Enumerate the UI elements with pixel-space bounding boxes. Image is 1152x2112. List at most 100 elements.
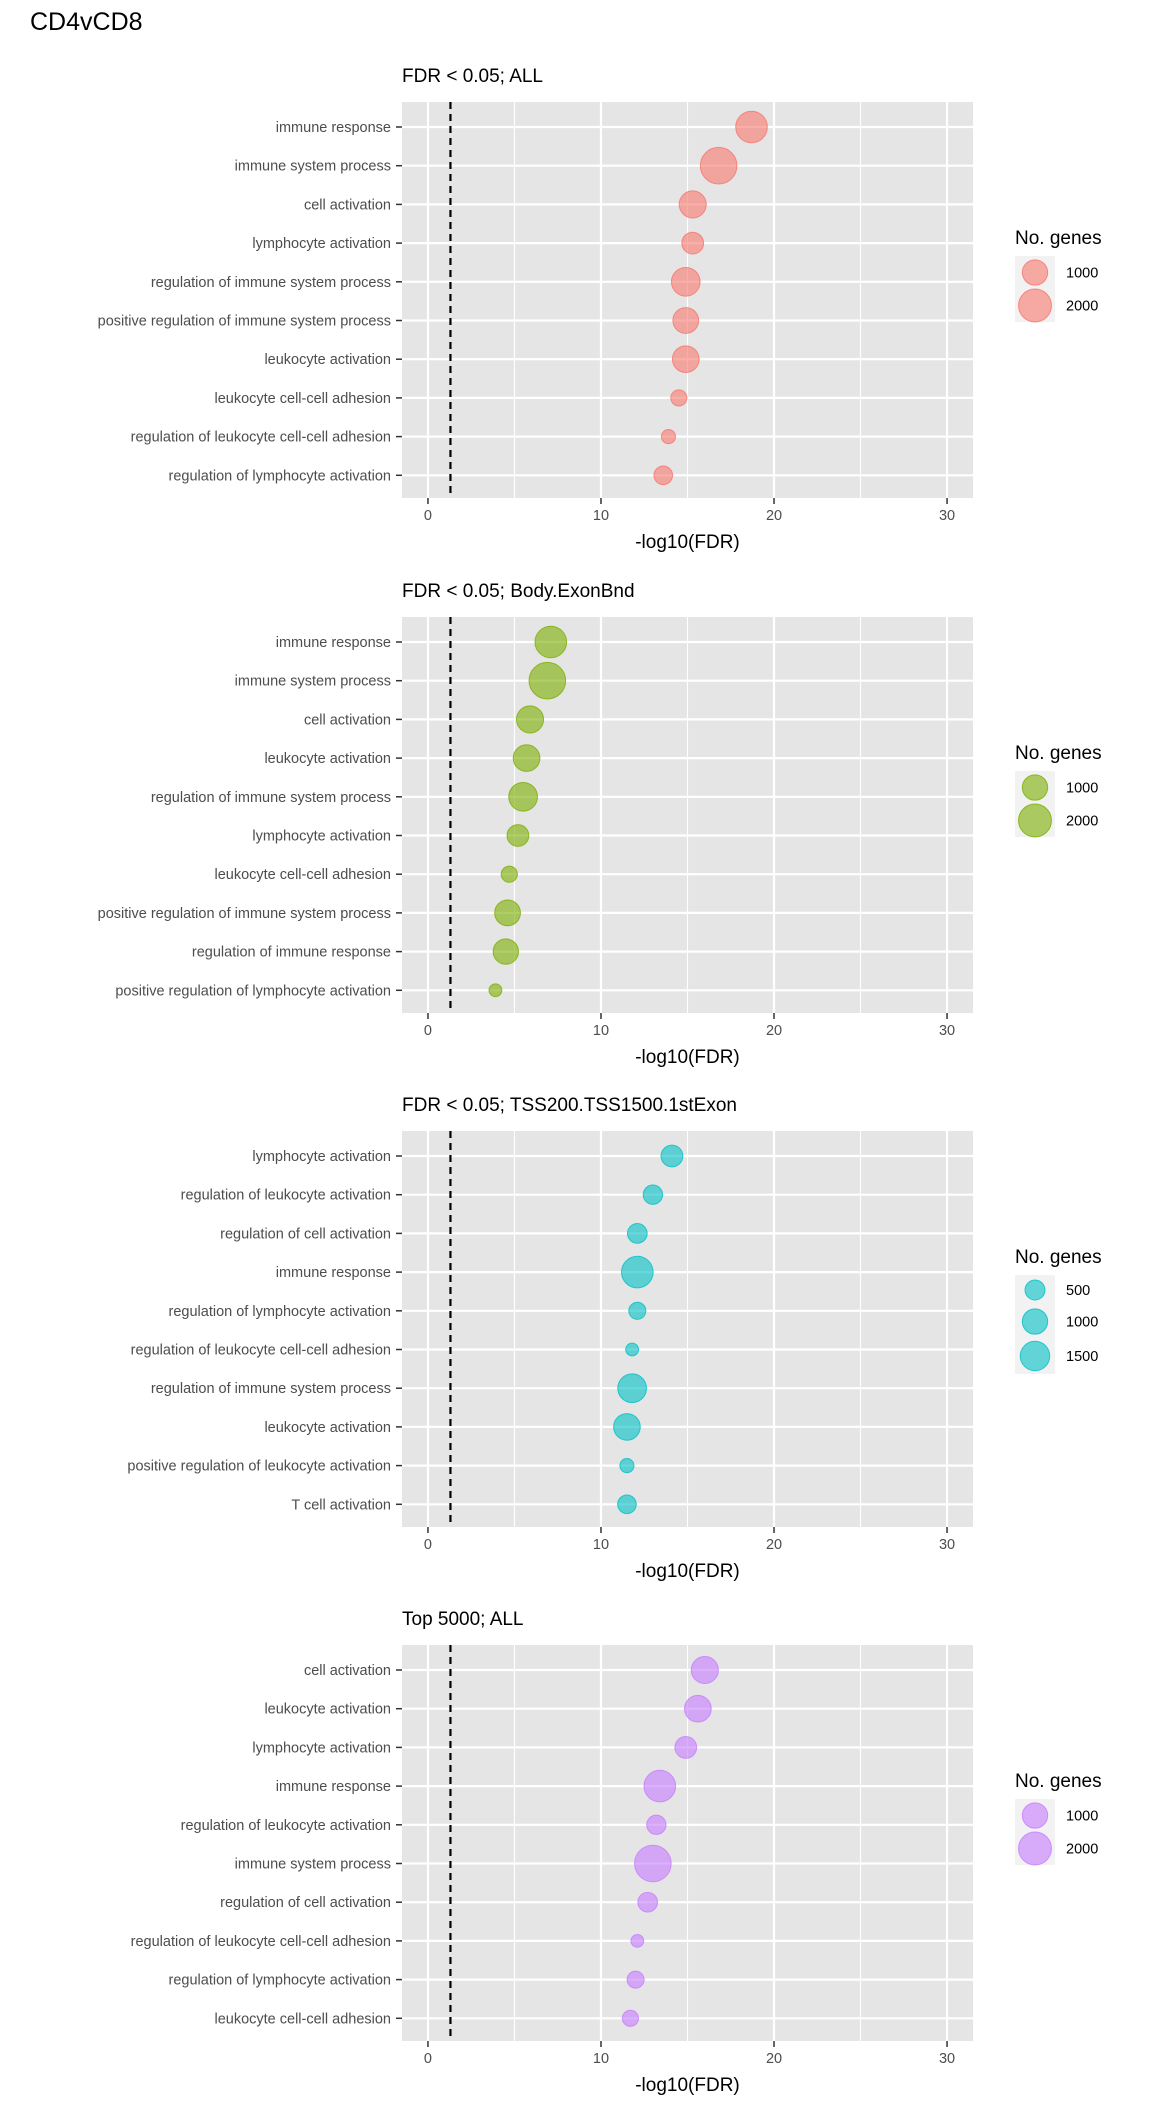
x-tick-label: 20 — [766, 1023, 782, 1039]
legend-point — [1021, 1308, 1049, 1335]
y-tick-label: regulation of lymphocyte activation — [169, 1304, 391, 1320]
panel-1: FDR < 0.05; ALL immune response immune sys… — [98, 66, 1102, 553]
data-point — [512, 744, 541, 772]
y-tick-label: leukocyte cell-cell adhesion — [214, 2011, 391, 2027]
legend-label: 1000 — [1066, 1315, 1098, 1331]
legend: No. genes 1000 2000 — [1015, 228, 1102, 323]
legend-point — [1018, 803, 1052, 838]
y-tick-label: positive regulation of lymphocyte activa… — [115, 983, 391, 999]
y-tick-label: regulation of leukocyte cell-cell adhesi… — [131, 1343, 391, 1359]
y-tick-label: regulation of immune response — [192, 945, 391, 961]
y-tick-label: regulation of immune system process — [151, 275, 391, 291]
data-point — [617, 1373, 647, 1404]
y-tick-label: leukocyte cell-cell adhesion — [214, 391, 391, 407]
panel-title: FDR < 0.05; Body.ExonBnd — [402, 581, 635, 602]
y-tick-label: leukocyte activation — [264, 352, 391, 368]
legend-point — [1021, 1802, 1049, 1829]
y-tick-label: immune response — [276, 120, 391, 136]
y-tick-label: lymphocyte activation — [252, 1149, 391, 1165]
y-tick-label: positive regulation of immune system pro… — [98, 314, 391, 330]
legend-point — [1018, 1831, 1052, 1866]
data-point — [646, 1814, 667, 1835]
data-point — [643, 1769, 677, 1803]
x-tick-label: 10 — [593, 2051, 609, 2067]
legend-title: No. genes — [1015, 743, 1102, 764]
y-tick-label: T cell activation — [291, 1497, 391, 1513]
y-tick-label: immune response — [276, 1779, 391, 1795]
x-tick-label: 10 — [593, 508, 609, 524]
y-tick-label: leukocyte activation — [264, 1702, 391, 1718]
data-point — [494, 899, 521, 927]
y-tick-label: leukocyte cell-cell adhesion — [214, 867, 391, 883]
data-point — [613, 1413, 641, 1441]
panel-title: FDR < 0.05; TSS200.TSS1500.1stExon — [402, 1095, 737, 1116]
y-tick-label: regulation of leukocyte cell-cell adhesi… — [131, 1934, 391, 1950]
data-point — [626, 1970, 645, 1989]
data-point — [515, 705, 545, 734]
x-tick-label: 10 — [593, 1537, 609, 1553]
data-point — [660, 429, 677, 445]
data-point — [626, 1223, 648, 1244]
legend-point — [1024, 1279, 1046, 1301]
legend-label: 1000 — [1066, 266, 1098, 282]
data-point — [619, 1458, 635, 1474]
y-tick-label: regulation of immune system process — [151, 790, 391, 806]
y-tick-label: immune system process — [235, 674, 391, 690]
data-point — [699, 146, 738, 185]
x-tick-label: 30 — [939, 1537, 955, 1553]
y-tick-label: leukocyte activation — [264, 751, 391, 767]
data-point — [488, 983, 503, 998]
y-tick-label: immune response — [276, 1265, 391, 1281]
x-tick-label: 20 — [766, 508, 782, 524]
legend: No. genes 500 1000 1500 — [1015, 1247, 1102, 1374]
x-tick-label: 0 — [424, 2051, 432, 2067]
y-tick-label: regulation of cell activation — [220, 1226, 391, 1242]
legend-label: 1500 — [1066, 1349, 1098, 1365]
panel-title: FDR < 0.05; ALL — [402, 66, 543, 87]
legend-title: No. genes — [1015, 228, 1102, 249]
data-point — [492, 938, 519, 965]
data-point — [617, 1494, 637, 1515]
data-point — [642, 1184, 664, 1205]
y-tick-label: regulation of lymphocyte activation — [169, 468, 391, 484]
data-point — [670, 389, 688, 407]
y-tick-label: immune response — [276, 635, 391, 651]
data-point — [674, 1736, 698, 1759]
panel-2: FDR < 0.05; Body.ExonBnd immune response i… — [98, 581, 1102, 1068]
y-tick-label: regulation of leukocyte cell-cell adhesi… — [131, 430, 391, 446]
data-point — [672, 307, 700, 334]
x-tick-label: 0 — [424, 508, 432, 524]
x-axis-label: -log10(FDR) — [635, 532, 740, 553]
x-axis-label: -log10(FDR) — [635, 1561, 740, 1582]
y-tick-label: positive regulation of immune system pro… — [98, 906, 391, 922]
data-point — [621, 1255, 654, 1289]
data-point — [506, 824, 530, 847]
data-point — [690, 1655, 719, 1685]
data-point — [500, 865, 518, 883]
data-point — [637, 1891, 659, 1913]
data-point — [671, 345, 700, 374]
data-point — [625, 1342, 640, 1357]
panel-4: Top 5000; ALL cell activation leukocyte ac… — [131, 1609, 1102, 2096]
panel-title: Top 5000; ALL — [402, 1609, 524, 1630]
panel-3: FDR < 0.05; TSS200.TSS1500.1stExon lympho… — [127, 1095, 1101, 1582]
data-point — [681, 231, 705, 255]
data-point — [684, 1694, 712, 1723]
legend-point — [1018, 288, 1052, 323]
legend: No. genes 1000 2000 — [1015, 1771, 1102, 1866]
x-tick-label: 0 — [424, 1537, 432, 1553]
x-tick-label: 0 — [424, 1023, 432, 1039]
data-point — [628, 1301, 647, 1320]
legend-point — [1019, 1340, 1051, 1372]
legend-title: No. genes — [1015, 1771, 1102, 1792]
y-tick-label: immune system process — [235, 1857, 391, 1873]
y-tick-label: cell activation — [304, 1663, 391, 1679]
data-point — [528, 661, 567, 700]
y-tick-label: regulation of leukocyte activation — [181, 1188, 391, 1204]
y-tick-label: lymphocyte activation — [252, 1740, 391, 1756]
legend-label: 1000 — [1066, 1809, 1098, 1825]
x-tick-label: 30 — [939, 508, 955, 524]
data-point — [735, 110, 768, 144]
data-point — [534, 625, 568, 659]
